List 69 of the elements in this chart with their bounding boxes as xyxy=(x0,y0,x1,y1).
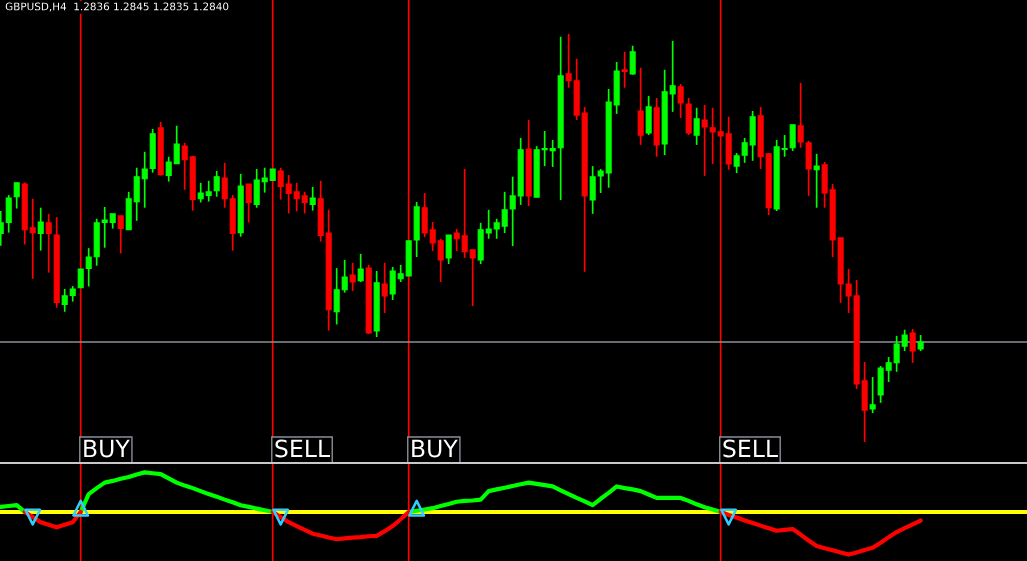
candlestick xyxy=(741,137,748,164)
candlestick xyxy=(77,268,84,289)
candlestick xyxy=(493,217,500,240)
candlestick xyxy=(845,268,852,314)
candlestick xyxy=(101,206,108,249)
candlestick xyxy=(245,183,252,224)
candlestick xyxy=(781,134,788,158)
annotation: BUY xyxy=(84,439,130,458)
candlestick xyxy=(205,179,212,203)
candlestick xyxy=(349,261,356,292)
candlestick xyxy=(221,162,228,209)
annotation: SELL xyxy=(275,439,330,458)
candlestick xyxy=(485,208,492,240)
candlestick xyxy=(285,174,292,215)
candlestick xyxy=(893,335,900,373)
candlestick xyxy=(789,124,796,152)
candlestick xyxy=(389,266,396,301)
candlestick xyxy=(13,181,20,210)
candlestick xyxy=(541,130,548,167)
candlestick xyxy=(461,168,468,259)
candlestick xyxy=(341,259,348,294)
candlestick xyxy=(141,150,148,209)
candlestick xyxy=(709,106,716,165)
candlestick xyxy=(29,197,36,280)
candlestick xyxy=(549,139,556,168)
candlestick xyxy=(333,267,340,326)
candlestick xyxy=(117,215,124,255)
candlestick xyxy=(445,234,452,265)
annotation: SELL xyxy=(723,439,778,458)
candlestick xyxy=(357,253,364,283)
candlestick xyxy=(909,328,916,364)
candlestick xyxy=(885,356,892,383)
candlestick xyxy=(165,155,172,183)
candlestick xyxy=(277,166,284,201)
candlestick xyxy=(797,82,804,149)
candlestick xyxy=(693,106,700,146)
candlestick xyxy=(869,376,876,414)
candlestick xyxy=(437,237,444,283)
candlestick xyxy=(429,221,436,252)
candlestick xyxy=(453,228,460,252)
candlestick xyxy=(901,328,908,352)
candlestick xyxy=(469,248,476,307)
candlestick xyxy=(621,50,628,89)
candlestick xyxy=(309,186,316,212)
candlestick xyxy=(565,33,572,89)
candlestick xyxy=(61,288,68,313)
candlestick xyxy=(381,261,388,314)
candlestick xyxy=(501,190,508,234)
candlestick xyxy=(701,104,708,177)
candlestick xyxy=(669,39,676,113)
candlestick xyxy=(261,166,268,194)
candlestick xyxy=(597,168,604,194)
candlestick xyxy=(733,152,740,174)
candlestick xyxy=(293,181,300,213)
chart-title: GBPUSD,H4 1.2836 1.2845 1.2835 1.2840 xyxy=(5,2,229,12)
candlestick xyxy=(197,181,204,204)
candlestick xyxy=(629,44,636,76)
candlestick xyxy=(509,175,516,247)
annotation: BUY xyxy=(412,439,458,458)
candlestick xyxy=(213,170,220,198)
candlestick xyxy=(677,83,684,119)
candlestick xyxy=(173,124,180,165)
candlestick xyxy=(589,165,596,215)
candlestick xyxy=(85,247,92,288)
candlestick xyxy=(181,142,188,191)
candlestick xyxy=(37,206,44,252)
candlestick xyxy=(301,190,308,215)
candlestick xyxy=(45,213,52,274)
candlestick xyxy=(813,153,820,209)
